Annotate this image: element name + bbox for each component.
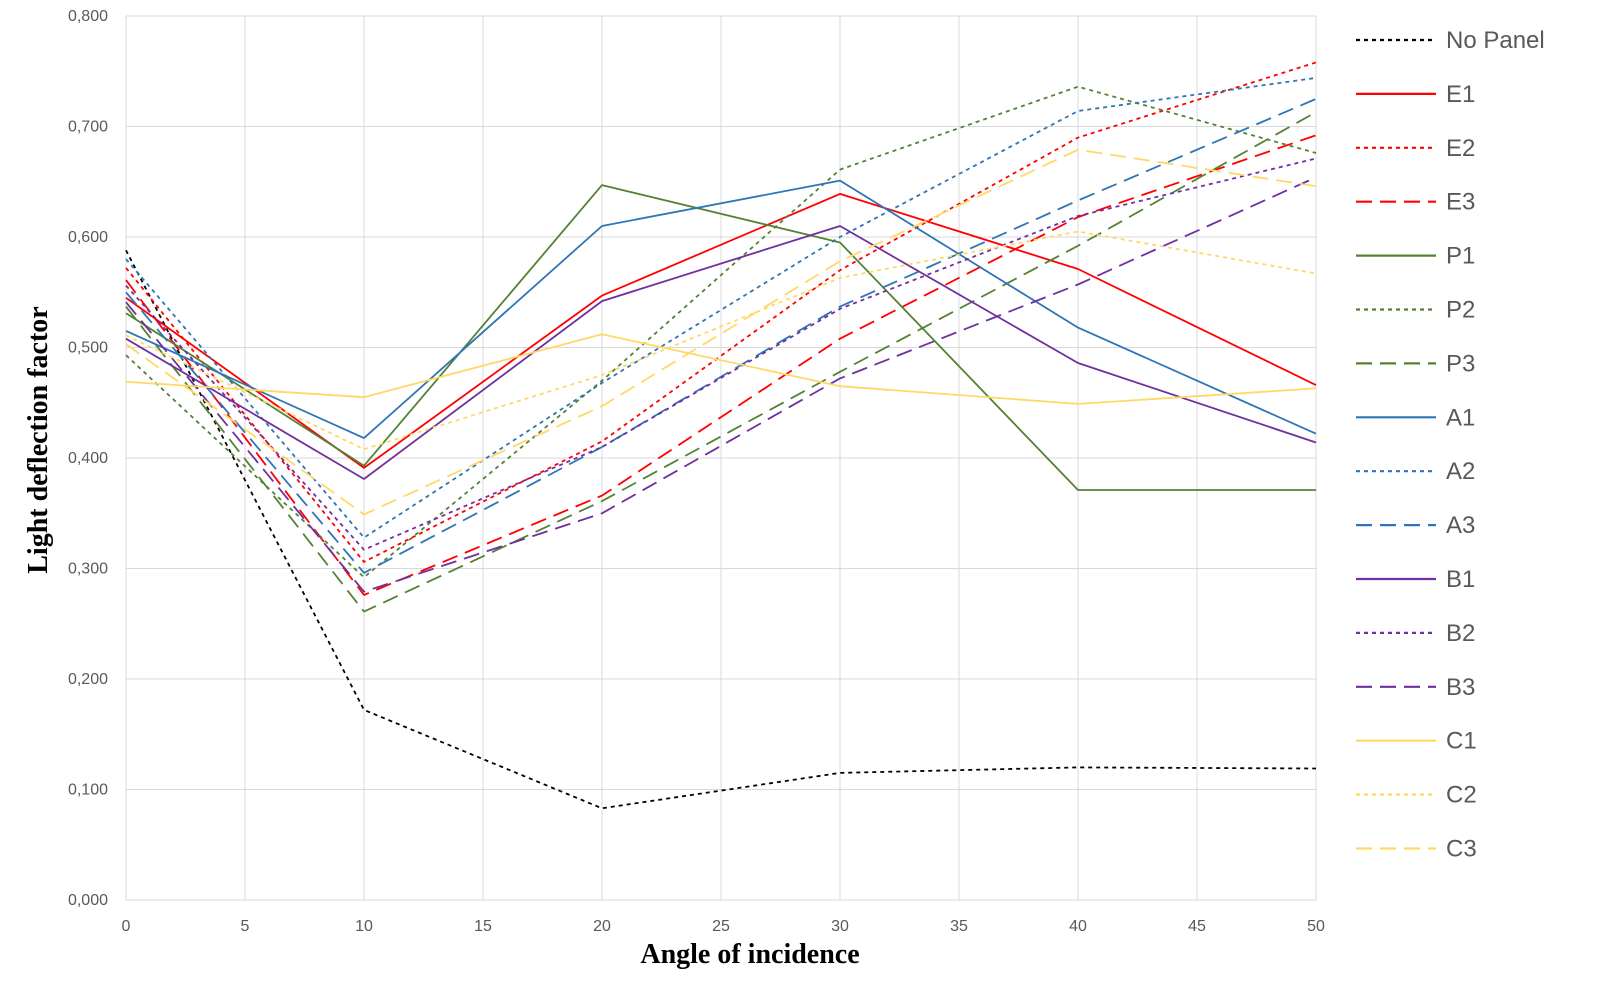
series-line-p3 bbox=[125, 111, 1317, 613]
x-axis-title: Angle of incidence bbox=[640, 939, 859, 970]
legend-label: A3 bbox=[1446, 512, 1475, 539]
legend-label: A1 bbox=[1446, 404, 1475, 431]
axes: Angle of incidence Light deflection fact… bbox=[23, 8, 1325, 970]
y-tick-label: 0,500 bbox=[68, 340, 108, 357]
legend-label: C1 bbox=[1446, 728, 1477, 755]
series-line-b1 bbox=[125, 225, 1317, 480]
x-tick-label: 35 bbox=[950, 918, 968, 935]
series-line-a1 bbox=[125, 179, 1317, 440]
x-tick-label: 30 bbox=[831, 918, 849, 935]
series-line-c2 bbox=[125, 230, 1317, 451]
x-tick-label: 40 bbox=[1069, 918, 1087, 935]
series-line-b3 bbox=[125, 176, 1317, 593]
legend-label: No Panel bbox=[1446, 27, 1545, 54]
legend-label: P1 bbox=[1446, 243, 1475, 270]
series-line-e2 bbox=[125, 61, 1317, 563]
legend-label: E3 bbox=[1446, 189, 1475, 216]
series-line-a2 bbox=[125, 77, 1317, 539]
series-line-p2 bbox=[125, 85, 1317, 579]
series-line-c1 bbox=[125, 333, 1317, 405]
legend-label: C2 bbox=[1446, 782, 1477, 809]
x-tick-label: 10 bbox=[355, 918, 373, 935]
x-tick-label: 20 bbox=[593, 918, 611, 935]
legend-label: B3 bbox=[1446, 674, 1475, 701]
legend-label: A2 bbox=[1446, 458, 1475, 485]
y-tick-label: 0,300 bbox=[68, 561, 108, 578]
series-line-a3 bbox=[125, 98, 1317, 574]
legend-label: C3 bbox=[1446, 836, 1477, 863]
x-tick-label: 45 bbox=[1188, 918, 1206, 935]
x-tick-label: 25 bbox=[712, 918, 730, 935]
legend-label: P3 bbox=[1446, 350, 1475, 377]
y-tick-label: 0,700 bbox=[68, 119, 108, 136]
x-tick-label: 0 bbox=[122, 918, 131, 935]
y-tick-label: 0,000 bbox=[68, 892, 108, 909]
series-line-p1 bbox=[125, 184, 1316, 491]
series-line-b2 bbox=[125, 157, 1317, 551]
series-line-e3 bbox=[125, 134, 1317, 596]
y-tick-label: 0,200 bbox=[68, 671, 108, 688]
y-tick-label: 0,400 bbox=[68, 450, 108, 467]
x-tick-label: 15 bbox=[474, 918, 492, 935]
series-lines bbox=[125, 61, 1317, 810]
series-line-c3 bbox=[125, 148, 1317, 516]
legend: No Panel E1 E2 E3 P1 P2 P3 A1 A2 A3 B1 B2 B3 C1 C2 C3 bbox=[1356, 27, 1545, 863]
legend-label: P2 bbox=[1446, 297, 1475, 324]
grid bbox=[125, 15, 1317, 901]
legend-label: B2 bbox=[1446, 620, 1475, 647]
legend-label: E1 bbox=[1446, 81, 1475, 108]
y-tick-label: 0,600 bbox=[68, 229, 108, 246]
legend-label: E2 bbox=[1446, 135, 1475, 162]
legend-label: B1 bbox=[1446, 566, 1475, 593]
y-tick-label: 0,100 bbox=[68, 782, 108, 799]
x-tick-label: 5 bbox=[241, 918, 250, 935]
y-axis-title: Light deflection factor bbox=[23, 306, 54, 574]
y-tick-label: 0,800 bbox=[68, 8, 108, 25]
x-tick-label: 50 bbox=[1307, 918, 1325, 935]
